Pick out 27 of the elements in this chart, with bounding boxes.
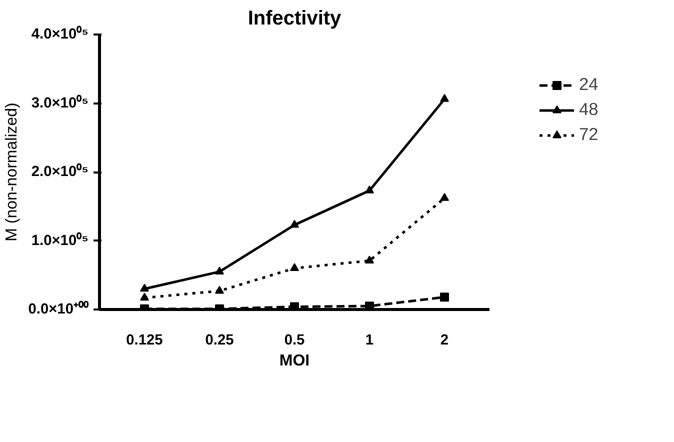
point — [140, 284, 149, 292]
point — [290, 263, 299, 272]
y-tick-label: 1.0×10⁰⁵ — [31, 232, 89, 249]
legend-label: 48 — [579, 99, 599, 120]
point — [440, 292, 449, 302]
point — [365, 185, 374, 194]
legend-label: 24 — [579, 74, 599, 95]
y-axis-title: M (non-normalized) — [3, 102, 20, 242]
y-tick-label: 3.0×10⁰⁵ — [31, 94, 89, 112]
x-tick-label: 0.5 — [284, 332, 305, 348]
x-tick-label: 0.125 — [126, 332, 163, 348]
point — [215, 286, 224, 294]
x-tick-label: 1 — [365, 332, 374, 348]
y-tick-label: 0.0×10⁺⁰⁰ — [28, 300, 90, 318]
legend-label: 72 — [579, 124, 599, 145]
x-axis-title: MOI — [279, 352, 310, 370]
point — [140, 292, 149, 301]
point — [290, 220, 299, 228]
point — [440, 193, 449, 201]
point — [365, 256, 374, 264]
chart-title: Infectivity — [248, 8, 342, 30]
y-tick-label: 2.0×10⁰⁵ — [31, 163, 89, 180]
x-tick-label: 2 — [440, 332, 449, 348]
y-tick-label: 4.0×10⁰⁵ — [31, 26, 89, 42]
point — [215, 266, 224, 274]
point — [440, 94, 449, 102]
x-tick-label: 0.25 — [205, 332, 234, 348]
